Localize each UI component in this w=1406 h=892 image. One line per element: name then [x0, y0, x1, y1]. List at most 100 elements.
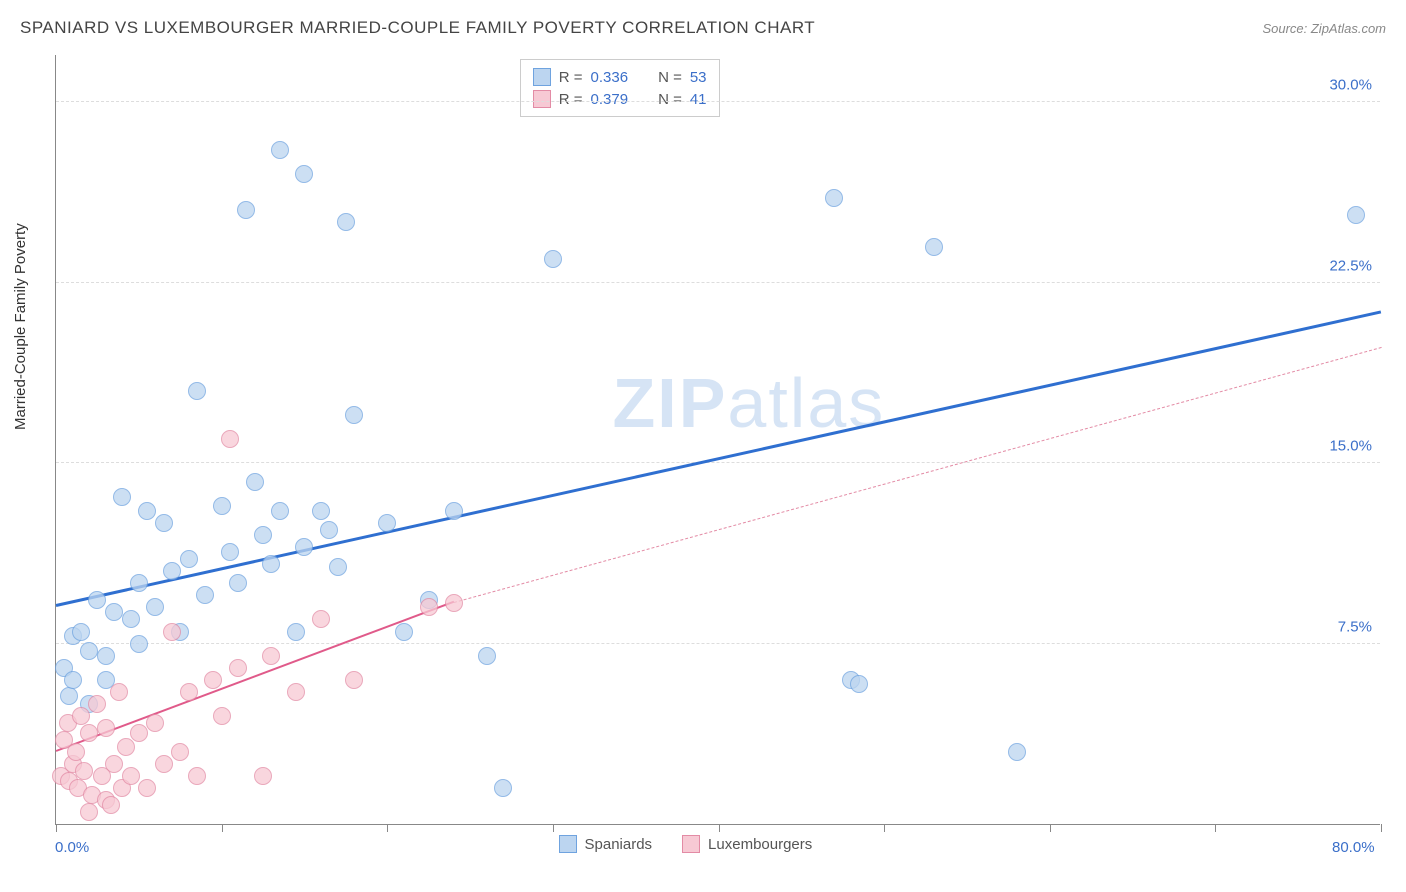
- point-spaniard: [478, 647, 496, 665]
- point-luxembourger: [105, 755, 123, 773]
- x-tick: [1215, 824, 1216, 832]
- point-spaniard: [395, 623, 413, 641]
- point-spaniard: [329, 558, 347, 576]
- point-luxembourger: [80, 803, 98, 821]
- point-spaniard: [237, 201, 255, 219]
- point-spaniard: [445, 502, 463, 520]
- point-luxembourger: [130, 724, 148, 742]
- point-luxembourger: [88, 695, 106, 713]
- point-spaniard: [221, 543, 239, 561]
- point-spaniard: [180, 550, 198, 568]
- point-spaniard: [246, 473, 264, 491]
- point-spaniard: [295, 538, 313, 556]
- point-luxembourger: [102, 796, 120, 814]
- point-luxembourger: [188, 767, 206, 785]
- point-spaniard: [271, 141, 289, 159]
- point-luxembourger: [445, 594, 463, 612]
- point-spaniard: [196, 586, 214, 604]
- chart-source: Source: ZipAtlas.com: [1262, 21, 1386, 36]
- point-luxembourger: [72, 707, 90, 725]
- point-spaniard: [88, 591, 106, 609]
- legend-item-spaniards: Spaniards: [559, 835, 653, 853]
- point-luxembourger: [254, 767, 272, 785]
- point-spaniard: [130, 635, 148, 653]
- point-spaniard: [72, 623, 90, 641]
- point-spaniard: [320, 521, 338, 539]
- x-tick: [1050, 824, 1051, 832]
- point-spaniard: [271, 502, 289, 520]
- chart-plot-area: ZIPatlas R =0.336N =53R =0.379N =41 7.5%…: [55, 55, 1380, 825]
- y-tick-label: 7.5%: [1338, 618, 1372, 635]
- point-luxembourger: [180, 683, 198, 701]
- swatch-pink: [682, 835, 700, 853]
- point-luxembourger: [110, 683, 128, 701]
- point-luxembourger: [146, 714, 164, 732]
- x-tick: [884, 824, 885, 832]
- gridline: [56, 643, 1380, 644]
- point-luxembourger: [221, 430, 239, 448]
- point-spaniard: [138, 502, 156, 520]
- gridline: [56, 462, 1380, 463]
- point-spaniard: [312, 502, 330, 520]
- y-tick-label: 30.0%: [1329, 77, 1372, 94]
- point-spaniard: [850, 675, 868, 693]
- point-spaniard: [113, 488, 131, 506]
- point-spaniard: [188, 382, 206, 400]
- legend-bottom: Spaniards Luxembourgers: [559, 835, 813, 853]
- point-spaniard: [130, 574, 148, 592]
- trendline: [56, 601, 454, 752]
- point-luxembourger: [155, 755, 173, 773]
- legend-label-luxembourgers: Luxembourgers: [708, 836, 812, 853]
- point-luxembourger: [171, 743, 189, 761]
- point-spaniard: [295, 165, 313, 183]
- y-tick-label: 22.5%: [1329, 257, 1372, 274]
- x-axis-min-label: 0.0%: [55, 839, 89, 856]
- point-luxembourger: [420, 598, 438, 616]
- point-spaniard: [64, 671, 82, 689]
- x-axis-max-label: 80.0%: [1332, 839, 1375, 856]
- point-spaniard: [80, 642, 98, 660]
- point-spaniard: [105, 603, 123, 621]
- point-luxembourger: [97, 719, 115, 737]
- x-tick: [719, 824, 720, 832]
- point-luxembourger: [262, 647, 280, 665]
- point-luxembourger: [122, 767, 140, 785]
- point-spaniard: [825, 189, 843, 207]
- y-axis-label: Married-Couple Family Poverty: [12, 223, 29, 430]
- chart-title: SPANIARD VS LUXEMBOURGER MARRIED-COUPLE …: [20, 18, 815, 38]
- point-spaniard: [1008, 743, 1026, 761]
- point-spaniard: [146, 598, 164, 616]
- watermark-atlas: atlas: [727, 364, 885, 442]
- point-spaniard: [163, 562, 181, 580]
- point-spaniard: [925, 238, 943, 256]
- point-spaniard: [122, 610, 140, 628]
- point-spaniard: [97, 647, 115, 665]
- swatch-blue: [559, 835, 577, 853]
- legend-stats-row: R =0.336N =53: [533, 66, 707, 88]
- gridline: [56, 101, 1380, 102]
- point-spaniard: [378, 514, 396, 532]
- trendline: [453, 347, 1381, 603]
- legend-item-luxembourgers: Luxembourgers: [682, 835, 812, 853]
- point-luxembourger: [67, 743, 85, 761]
- point-spaniard: [287, 623, 305, 641]
- x-tick: [56, 824, 57, 832]
- y-tick-label: 15.0%: [1329, 438, 1372, 455]
- point-luxembourger: [345, 671, 363, 689]
- x-tick: [387, 824, 388, 832]
- point-luxembourger: [204, 671, 222, 689]
- legend-stats-box: R =0.336N =53R =0.379N =41: [520, 59, 720, 117]
- x-tick: [222, 824, 223, 832]
- point-spaniard: [262, 555, 280, 573]
- point-luxembourger: [117, 738, 135, 756]
- watermark-zip: ZIP: [613, 364, 728, 442]
- point-luxembourger: [163, 623, 181, 641]
- point-spaniard: [1347, 206, 1365, 224]
- point-spaniard: [337, 213, 355, 231]
- point-spaniard: [155, 514, 173, 532]
- gridline: [56, 282, 1380, 283]
- point-luxembourger: [312, 610, 330, 628]
- point-luxembourger: [75, 762, 93, 780]
- legend-label-spaniards: Spaniards: [585, 836, 653, 853]
- point-spaniard: [213, 497, 231, 515]
